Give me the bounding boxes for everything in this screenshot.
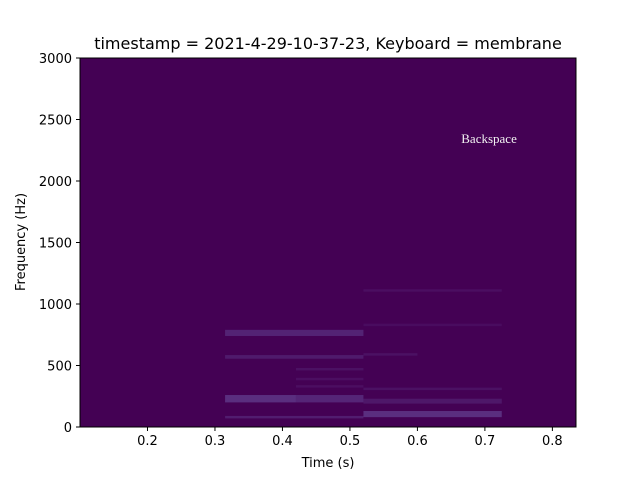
- heatmap-band: [295, 367, 364, 371]
- y-tick-label: 3000: [39, 52, 72, 67]
- heatmap-band: [363, 387, 502, 391]
- x-tick-label: 0.3: [205, 434, 226, 449]
- heatmap-band: [363, 411, 502, 418]
- heatmap-band: [295, 395, 364, 403]
- y-tick-label: 1500: [39, 237, 72, 252]
- x-tick-label: 0.2: [137, 434, 158, 449]
- heatmap-band: [363, 323, 502, 327]
- x-tick-label: 0.7: [475, 434, 496, 449]
- y-tick-label: 0: [64, 421, 72, 436]
- y-tick-label: 2500: [39, 114, 72, 129]
- y-tick-label: 2000: [39, 175, 72, 190]
- y-axis-label: Frequency (Hz): [14, 193, 29, 291]
- heatmap-band: [225, 415, 364, 419]
- x-tick-label: 0.5: [340, 434, 361, 449]
- x-tick-label: 0.8: [542, 434, 563, 449]
- annotation-label: Backspace: [461, 131, 517, 146]
- x-tick-label: 0.4: [272, 434, 293, 449]
- heatmap-background: [80, 58, 576, 427]
- chart-title: timestamp = 2021-4-29-10-37-23, Keyboard…: [94, 34, 562, 53]
- plot-area: Backspace 0.2 0.3 0.4 0.5 0.6 0.7 0.8 0 500 1000 15…: [39, 52, 577, 449]
- heatmap-band: [295, 385, 364, 388]
- heatmap-band: [225, 355, 364, 359]
- x-axis-label: Time (s): [301, 456, 355, 471]
- heatmap-band: [295, 377, 364, 381]
- x-tick-label: 0.6: [407, 434, 428, 449]
- heatmap-band: [225, 395, 296, 403]
- y-tick-label: 1000: [39, 298, 72, 313]
- heatmap-band: [225, 329, 364, 336]
- heatmap-band: [363, 353, 418, 356]
- y-tick-label: 500: [47, 360, 72, 375]
- heatmap-band: [363, 289, 502, 292]
- heatmap-band: [363, 398, 502, 404]
